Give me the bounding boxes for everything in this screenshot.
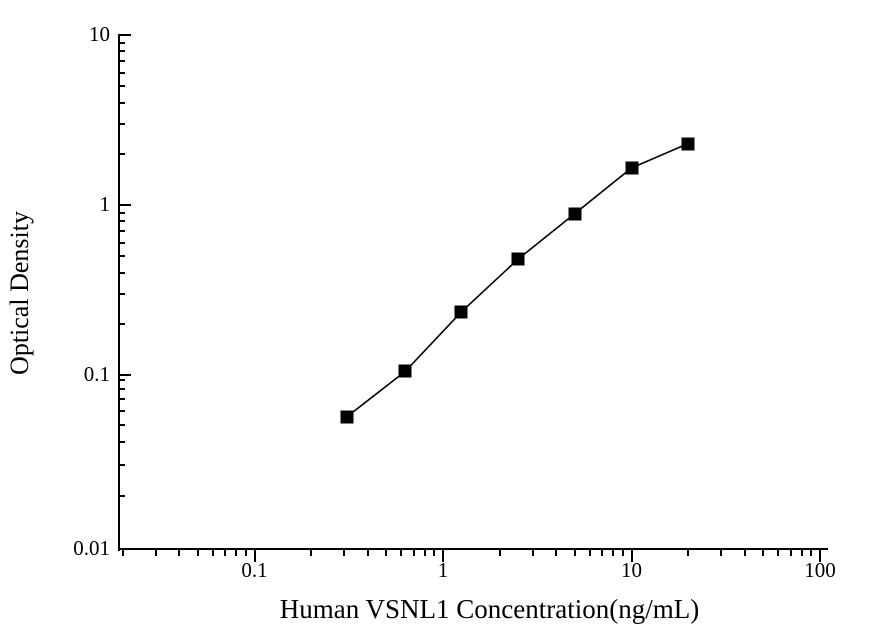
- x-tick-minor: [235, 549, 238, 556]
- y-tick-minor: [118, 220, 125, 223]
- x-tick-minor: [224, 549, 227, 556]
- x-tick-minor: [743, 549, 746, 556]
- x-tick-minor: [588, 549, 591, 556]
- y-tick-label: 0.1: [83, 362, 110, 386]
- data-point-marker: [398, 364, 412, 378]
- x-tick-major: [630, 549, 633, 562]
- x-tick-minor: [366, 549, 369, 556]
- y-tick-minor: [118, 398, 125, 401]
- data-point-marker: [454, 305, 468, 319]
- x-axis-title-text: Human VSNL1 Concentration(ng/mL): [279, 594, 700, 624]
- y-axis-title: Optical Density: [0, 0, 40, 586]
- y-tick-label: 1: [99, 192, 111, 216]
- x-tick-minor: [531, 549, 534, 556]
- x-tick-minor: [612, 549, 615, 556]
- x-tick-minor: [498, 549, 501, 556]
- y-tick-minor: [118, 230, 125, 233]
- x-tick-major: [253, 549, 256, 562]
- x-tick-minor: [310, 549, 313, 556]
- x-axis-line: [118, 548, 828, 550]
- y-tick-minor: [118, 494, 125, 497]
- y-tick-minor: [118, 71, 125, 74]
- x-tick-minor: [762, 549, 765, 556]
- data-point-marker: [340, 410, 354, 424]
- x-tick-minor: [412, 549, 415, 556]
- y-tick-minor: [118, 271, 125, 274]
- x-tick-minor: [196, 549, 199, 556]
- y-tick-label: 10: [89, 22, 110, 46]
- data-point-marker: [511, 252, 525, 266]
- y-tick-minor: [118, 322, 125, 325]
- x-tick-minor: [621, 549, 624, 556]
- y-tick-minor: [118, 255, 125, 258]
- y-tick-minor: [118, 122, 125, 125]
- y-tick-minor: [118, 50, 125, 53]
- x-tick-minor: [211, 549, 214, 556]
- y-tick-minor: [118, 211, 125, 214]
- data-point-marker: [625, 161, 638, 175]
- x-tick-major: [819, 549, 821, 562]
- y-tick-minor: [118, 463, 125, 466]
- x-tick-minor: [687, 549, 690, 556]
- x-axis-title: Human VSNL1 Concentration(ng/mL): [0, 594, 869, 625]
- x-tick-minor: [385, 549, 388, 556]
- y-tick-minor: [118, 152, 125, 155]
- x-tick-label: 10: [621, 558, 642, 582]
- data-point-marker: [568, 207, 582, 221]
- x-tick-major: [442, 549, 444, 562]
- x-tick-minor: [178, 549, 181, 556]
- y-tick-minor: [118, 292, 125, 295]
- x-tick-minor: [423, 549, 426, 556]
- x-tick-minor: [601, 549, 604, 556]
- x-tick-label: 0.1: [241, 558, 268, 582]
- y-tick-minor: [118, 441, 125, 444]
- x-tick-minor: [244, 549, 247, 556]
- data-point-marker: [681, 137, 695, 150]
- x-tick-minor: [121, 549, 124, 556]
- x-tick-minor: [810, 549, 813, 556]
- y-tick-minor: [118, 41, 125, 44]
- x-tick-minor: [154, 549, 157, 556]
- y-tick-minor: [118, 379, 125, 382]
- y-tick-minor: [118, 60, 125, 63]
- x-tick-minor: [433, 549, 436, 556]
- x-tick-minor: [800, 549, 803, 556]
- y-tick-minor: [118, 410, 125, 413]
- x-tick-minor: [343, 549, 346, 556]
- y-tick-major: [118, 374, 131, 376]
- x-tick-minor: [777, 549, 780, 556]
- x-tick-minor: [720, 549, 723, 556]
- y-tick-minor: [118, 424, 125, 427]
- x-tick-label: 100: [804, 558, 836, 582]
- x-tick-minor: [400, 549, 403, 556]
- x-tick-minor: [573, 549, 576, 556]
- y-tick-major: [118, 204, 131, 206]
- y-tick-label: 0.01: [73, 536, 110, 560]
- y-tick-major: [118, 34, 131, 36]
- y-tick-minor: [118, 101, 125, 104]
- y-axis-title-text: Optical Density: [5, 211, 35, 375]
- x-tick-minor: [789, 549, 792, 556]
- y-tick-minor: [118, 388, 125, 391]
- y-tick-minor: [118, 85, 125, 88]
- y-tick-major: [118, 548, 131, 550]
- y-tick-minor: [118, 241, 125, 244]
- x-tick-minor: [555, 549, 558, 556]
- x-tick-label: 1: [437, 558, 449, 582]
